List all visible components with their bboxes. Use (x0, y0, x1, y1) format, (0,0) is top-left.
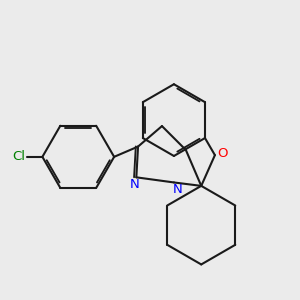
Text: N: N (130, 178, 140, 191)
Text: N: N (173, 184, 183, 196)
Text: O: O (217, 147, 228, 160)
Text: Cl: Cl (12, 150, 25, 163)
